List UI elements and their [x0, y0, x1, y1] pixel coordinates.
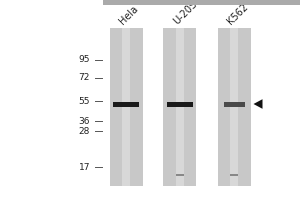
Bar [167, 102, 193, 107]
Text: 36: 36 [79, 116, 90, 126]
Bar [164, 28, 196, 186]
Polygon shape [254, 99, 262, 109]
Bar [230, 28, 238, 186]
Bar [110, 28, 142, 186]
Text: 72: 72 [79, 73, 90, 82]
Bar [103, 0, 300, 5]
Text: 55: 55 [79, 97, 90, 106]
Bar [113, 102, 139, 107]
Text: Hela: Hela [117, 3, 140, 26]
Text: 95: 95 [79, 55, 90, 64]
Bar [230, 174, 238, 176]
Bar [122, 28, 130, 186]
Text: 17: 17 [79, 162, 90, 171]
Bar [176, 28, 184, 186]
Text: 28: 28 [79, 127, 90, 136]
Text: K562: K562 [225, 1, 250, 26]
Bar [218, 28, 250, 186]
Bar [176, 174, 184, 176]
Text: U-20S: U-20S [171, 0, 199, 26]
Bar [224, 102, 244, 107]
